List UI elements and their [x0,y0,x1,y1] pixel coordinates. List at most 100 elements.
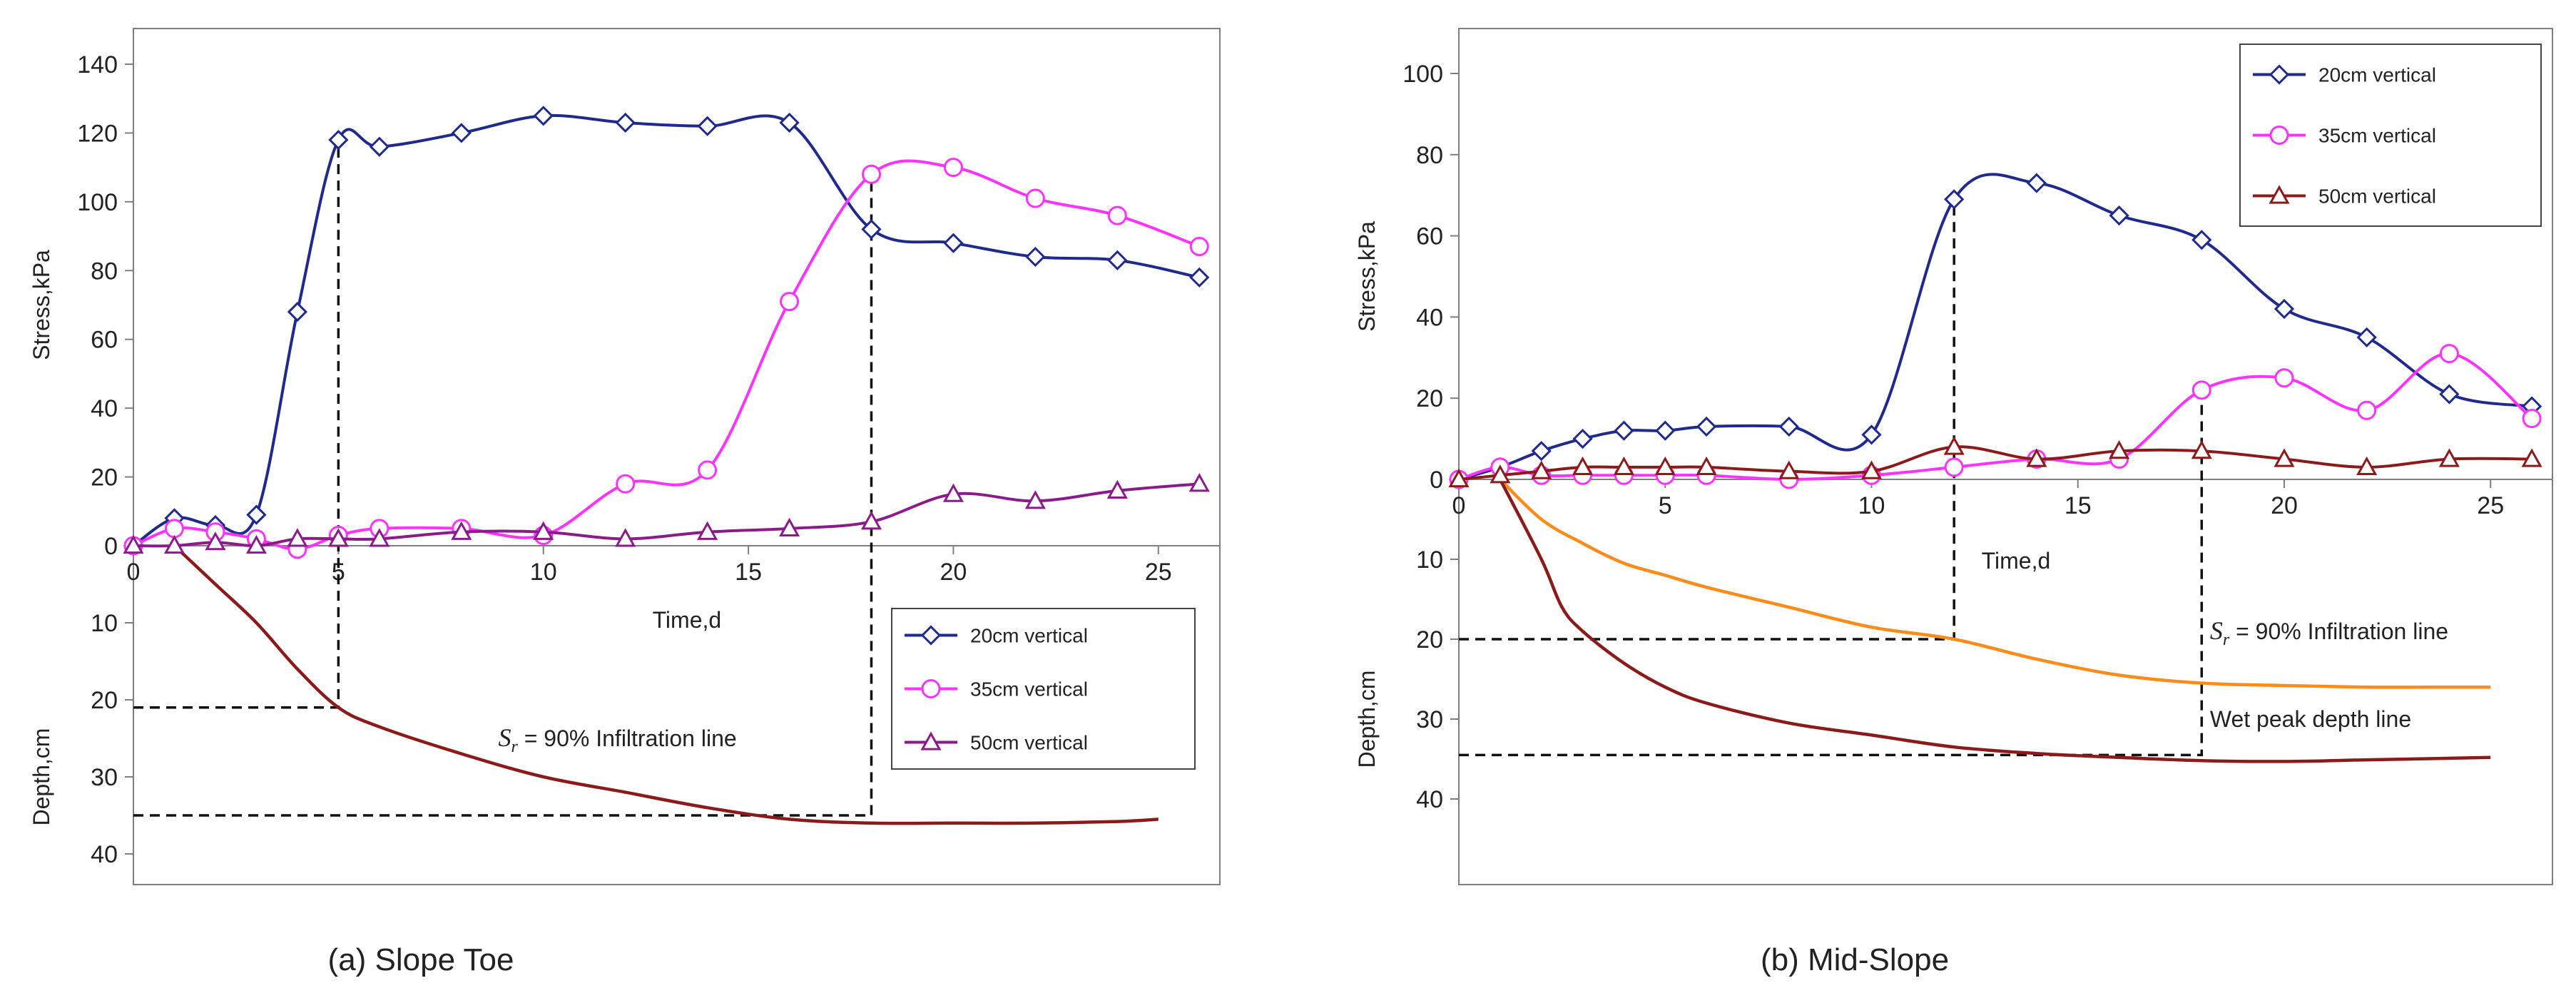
data-point [2026,173,2047,193]
depth-line [1499,478,2491,689]
legend-marker [2269,185,2290,204]
plot-frame [133,28,1221,885]
data-point [2438,448,2460,467]
data-point [1572,428,1593,449]
y-tick-label: 80 [91,258,118,285]
data-point [1107,250,1128,270]
x-tick-label: 10 [530,559,557,586]
legend-marker [920,731,942,750]
data-point [1860,460,1883,479]
data-point [1531,460,1552,479]
data-point [1189,237,1209,257]
series-line [133,159,1201,551]
plot-frame [1458,28,2553,885]
data-point [245,534,267,554]
data-point [1696,416,1717,437]
data-point [1861,424,1882,445]
annotation-subscript: r [511,738,518,756]
legend-marker [2269,126,2289,145]
data-point [1189,267,1210,288]
data-point [123,534,144,554]
legend: 20cm vertical 35cm vertical 50cm vertical [891,608,1196,770]
x-tick-label: 5 [1659,492,1672,519]
data-point [1024,490,1046,509]
annotation-symbol: S [2210,616,2223,645]
data-point [697,521,718,540]
annotation-subscript: r [2223,631,2230,649]
x-tick-label: 0 [1452,492,1466,519]
legend-marker [921,679,941,698]
data-point [1655,420,1676,441]
data-point [451,521,472,540]
x-tick-label: 15 [735,559,762,586]
annotation: Sr = 90% Infiltration line [2210,616,2448,649]
data-point [287,528,308,547]
y-tick-label: 20 [91,464,118,492]
data-point [205,531,226,551]
data-point [943,158,963,178]
data-point [2191,380,2211,400]
data-point [2521,448,2542,467]
data-point [1025,188,1045,208]
data-point [2356,456,2378,476]
data-point [780,292,800,312]
x-tick-label: 20 [2271,492,2298,519]
depth-tick-label: 10 [91,610,118,637]
legend: 20cm vertical 35cm vertical 50cm vertical [2239,44,2542,227]
data-point [2191,230,2212,250]
y-tick-label: 140 [77,51,118,78]
x-tick-label: 15 [2065,492,2092,519]
depth-line [173,544,1159,825]
data-point [1943,436,1965,455]
data-point [2356,327,2377,347]
x-tick-label: 0 [127,559,141,586]
legend-label: 35cm vertical [2318,125,2436,147]
y-tick-label: 60 [91,327,118,354]
data-point [615,528,636,547]
data-point [1106,479,1128,499]
data-point [616,474,636,494]
data-point [2109,205,2129,226]
data-point [2522,409,2542,429]
data-point [369,528,390,547]
annotation-text: = 90% Infiltration line [2229,618,2448,644]
data-point [698,460,718,480]
data-point [1778,460,1800,479]
data-point [1025,246,1046,268]
legend-label: 35cm vertical [970,678,1088,701]
annotation-text: = 90% Infiltration line [518,726,737,751]
x-axis-label: Time,d [653,607,722,633]
data-point [163,534,185,554]
guide-dashed-line [133,174,873,817]
data-point [451,123,472,143]
data-point [2274,448,2295,467]
data-point [2439,344,2459,364]
data-point [246,504,267,525]
depth-tick-label: 10 [1416,546,1443,574]
x-tick-label: 25 [2477,492,2504,519]
data-point [2439,384,2460,404]
data-point [1490,464,1511,484]
chart-panel-a: 0 5 10 15 20 25 0 20 40 60 80 100 120 140 10 20 30 40 Stre… [29,28,1221,977]
data-point [1778,416,1799,437]
data-point [2274,298,2295,320]
guide-dashed-line [133,140,340,709]
x-tick-label: 10 [1858,492,1885,519]
data-point [327,528,349,547]
legend-marker [2269,64,2290,85]
legend-label: 20cm vertical [2318,64,2436,86]
data-point [164,519,184,539]
data-point [287,302,308,322]
data-point [861,164,881,184]
depth-tick-label: 20 [1416,626,1443,653]
legend-label: 50cm vertical [2318,185,2436,208]
data-point [1654,456,1676,476]
y-tick-label: 40 [1416,304,1443,331]
data-point [861,219,882,240]
data-point [1696,456,1717,476]
data-point [1107,205,1127,225]
data-point [1944,457,1964,477]
data-point [1448,468,1470,488]
y-axis-label-stress: Stress,kPa [1354,221,1380,332]
